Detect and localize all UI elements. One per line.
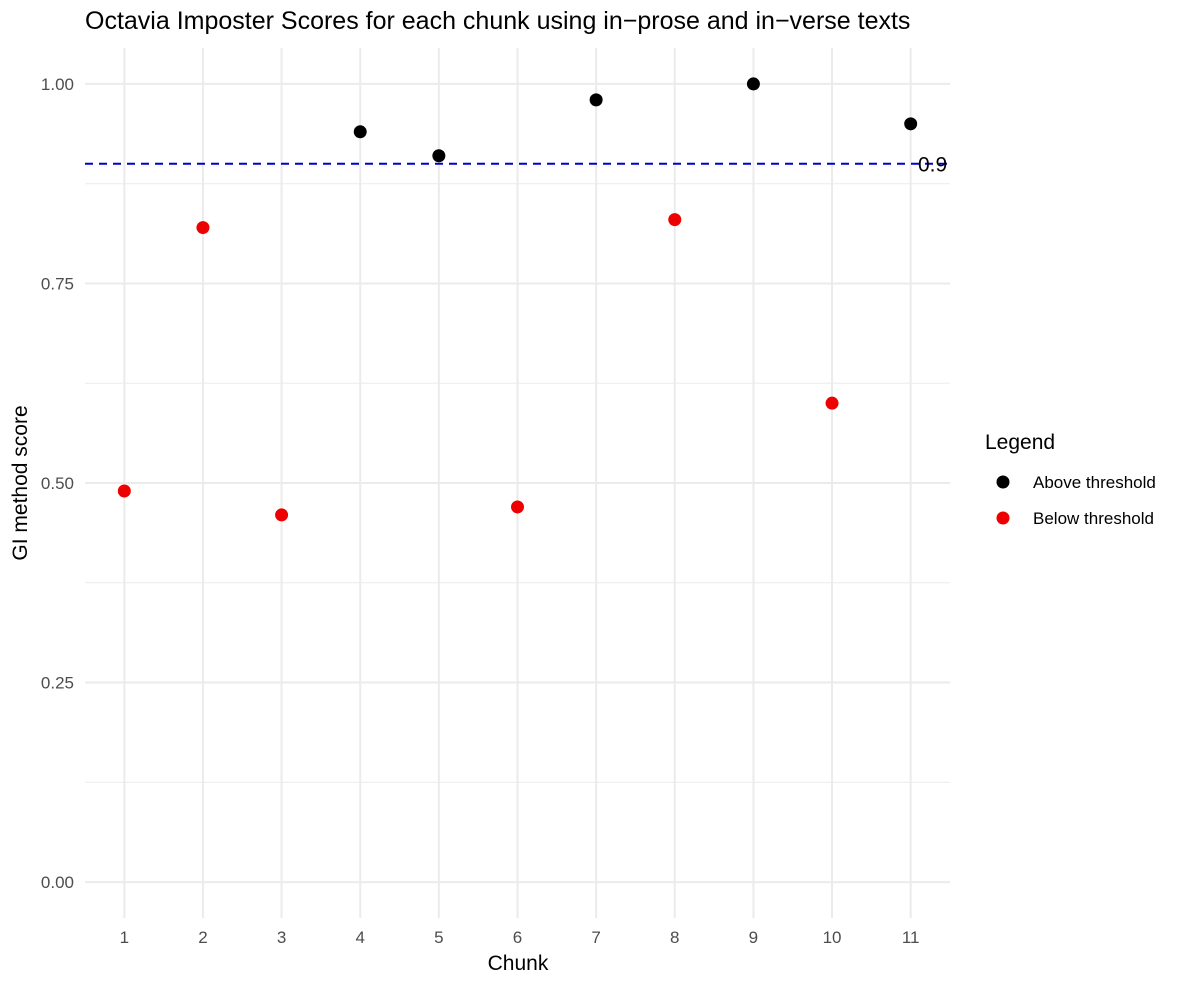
chart-title: Octavia Imposter Scores for each chunk u… <box>85 7 910 35</box>
legend-label: Below threshold <box>1033 509 1154 528</box>
y-tick-label: 1.00 <box>41 75 74 94</box>
x-tick-label: 1 <box>120 928 129 947</box>
grid <box>85 48 950 918</box>
x-tick-label: 10 <box>823 928 842 947</box>
y-axis-ticks: 0.00 0.25 0.50 0.75 1.00 <box>41 75 74 892</box>
x-tick-label: 7 <box>591 928 600 947</box>
data-point <box>511 500 524 514</box>
x-tick-label: 11 <box>902 928 920 947</box>
data-point <box>196 221 210 235</box>
x-axis-title: Chunk <box>488 952 549 975</box>
data-point <box>668 213 682 227</box>
threshold-label: 0.9 <box>918 154 947 177</box>
x-tick-label: 2 <box>198 928 207 947</box>
y-tick-label: 0.00 <box>41 873 74 892</box>
x-tick-label: 6 <box>513 928 522 947</box>
data-point <box>432 149 446 163</box>
y-axis-title: GI method score <box>9 405 32 560</box>
threshold: 0.9 <box>85 154 950 177</box>
x-tick-label: 8 <box>670 928 679 947</box>
data-point <box>746 77 760 91</box>
legend-key <box>996 511 1010 525</box>
x-axis-ticks: 1 2 3 4 5 6 7 8 9 10 11 <box>120 928 920 947</box>
data-point <box>275 508 289 522</box>
legend: Legend Above threshold Below threshold <box>985 431 1156 528</box>
legend-title: Legend <box>985 431 1055 454</box>
data-point <box>117 484 131 498</box>
data-point <box>825 396 839 410</box>
x-tick-label: 4 <box>355 928 364 947</box>
x-tick-label: 5 <box>434 928 443 947</box>
data-point <box>353 125 367 139</box>
y-tick-label: 0.25 <box>41 674 74 693</box>
legend-label: Above threshold <box>1033 473 1156 492</box>
data-point <box>904 117 918 131</box>
legend-key <box>996 475 1010 489</box>
x-tick-label: 9 <box>749 928 758 947</box>
data-point <box>589 93 603 107</box>
x-tick-label: 3 <box>277 928 286 947</box>
y-tick-label: 0.50 <box>41 474 74 493</box>
data-points <box>117 77 918 522</box>
y-tick-label: 0.75 <box>41 274 74 293</box>
